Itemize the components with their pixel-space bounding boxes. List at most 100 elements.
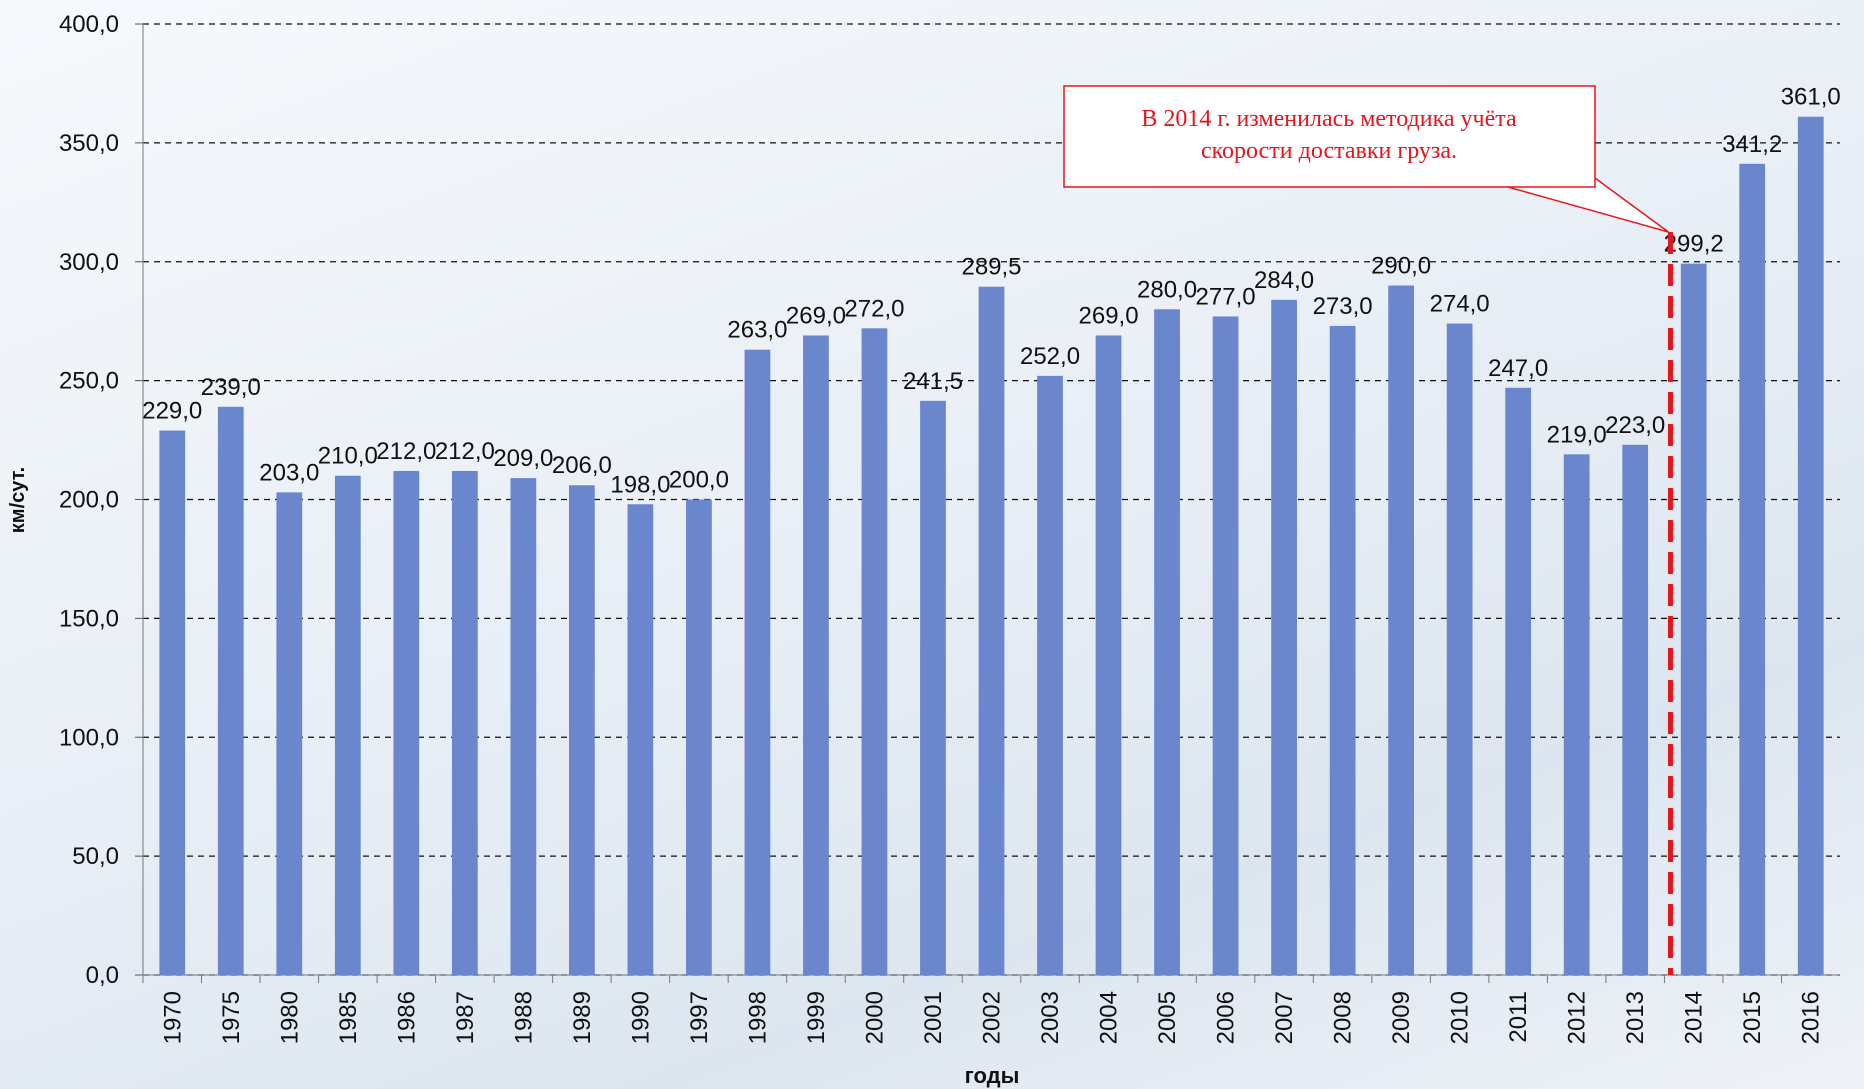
x-tick-label: 1989	[569, 991, 596, 1044]
value-label: 284,0	[1254, 267, 1314, 294]
value-label: 241,5	[903, 368, 963, 395]
x-tick-label: 1975	[218, 991, 245, 1044]
x-tick-label: 2006	[1213, 991, 1240, 1044]
x-tick-label: 2005	[1154, 991, 1181, 1044]
bar	[920, 401, 946, 975]
x-tick-label: 2013	[1622, 991, 1649, 1044]
annotation-text: В 2014 г. изменилась методика учёта	[1141, 106, 1517, 132]
bar	[1096, 335, 1122, 975]
bar	[1681, 264, 1707, 975]
bar	[1388, 286, 1414, 975]
bar	[1564, 454, 1590, 975]
value-label: 219,0	[1547, 421, 1607, 448]
x-tick-label: 2012	[1564, 991, 1591, 1044]
value-label: 263,0	[727, 317, 787, 344]
value-label: 272,0	[844, 295, 904, 322]
y-tick-label: 250,0	[59, 368, 119, 395]
bar	[510, 478, 536, 975]
bar	[628, 504, 654, 975]
bar	[1271, 300, 1297, 975]
x-tick-label: 1999	[803, 991, 830, 1044]
x-tick-label: 2000	[861, 991, 888, 1044]
value-label: 277,0	[1196, 283, 1256, 310]
x-tick-label: 1987	[452, 991, 479, 1044]
value-label: 289,5	[961, 254, 1021, 281]
annotation-text: скорости доставки груза.	[1201, 138, 1457, 164]
value-label: 269,0	[786, 302, 846, 329]
x-tick-label: 1997	[686, 991, 713, 1044]
bar	[803, 335, 829, 975]
bar	[1213, 316, 1239, 975]
x-axis-label: годы	[965, 1063, 1020, 1088]
value-label: 361,0	[1781, 84, 1841, 111]
value-label: 210,0	[318, 443, 378, 470]
y-tick-label: 400,0	[59, 11, 119, 38]
value-label: 198,0	[610, 471, 670, 498]
x-tick-label: 2014	[1681, 991, 1708, 1044]
bar	[276, 492, 302, 975]
value-label: 206,0	[552, 452, 612, 479]
x-tick-label: 2002	[979, 991, 1006, 1044]
bar	[1622, 445, 1648, 975]
value-label: 200,0	[669, 467, 729, 494]
y-tick-label: 200,0	[59, 487, 119, 514]
bar	[1330, 326, 1356, 975]
bar	[1798, 117, 1824, 975]
x-tick-label: 2004	[1096, 991, 1123, 1044]
y-tick-label: 350,0	[59, 130, 119, 157]
value-label: 269,0	[1079, 302, 1139, 329]
x-tick-label: 1988	[510, 991, 537, 1044]
x-tick-label: 2008	[1330, 991, 1357, 1044]
bar	[569, 485, 595, 975]
bar	[979, 287, 1005, 975]
value-label: 341,2	[1722, 131, 1782, 158]
x-tick-label: 2001	[920, 991, 947, 1044]
value-label: 274,0	[1430, 291, 1490, 318]
bar	[1037, 376, 1063, 975]
x-tick-label: 1986	[393, 991, 420, 1044]
bar	[159, 431, 185, 975]
value-label: 203,0	[259, 459, 319, 486]
y-tick-label: 150,0	[59, 605, 119, 632]
y-tick-label: 0,0	[86, 962, 119, 989]
bar	[1447, 324, 1473, 975]
bar	[1154, 309, 1180, 975]
x-tick-label: 2011	[1505, 991, 1532, 1043]
bar	[218, 407, 244, 975]
y-tick-label: 300,0	[59, 249, 119, 276]
value-label: 252,0	[1020, 343, 1080, 370]
value-label: 223,0	[1605, 412, 1665, 439]
x-tick-label: 1970	[159, 991, 186, 1044]
bar	[335, 476, 361, 975]
value-label: 239,0	[201, 374, 261, 401]
x-tick-label: 1985	[335, 991, 362, 1044]
value-label: 212,0	[435, 438, 495, 465]
x-tick-label: 2007	[1271, 991, 1298, 1044]
value-label: 212,0	[376, 438, 436, 465]
value-label: 247,0	[1488, 355, 1548, 382]
bar	[686, 500, 712, 976]
value-label: 273,0	[1313, 293, 1373, 320]
value-label: 290,0	[1371, 253, 1431, 280]
x-tick-label: 1980	[276, 991, 303, 1044]
bar	[452, 471, 478, 975]
x-tick-label: 2003	[1037, 991, 1064, 1044]
y-axis-label: км/сут.	[7, 467, 29, 533]
chart: км/сут. годы 0,0 50,0 100,0 150,0 200,0 250,0…	[0, 0, 1864, 1089]
x-tick-label: 2016	[1798, 991, 1825, 1044]
x-tick-label: 1998	[744, 991, 771, 1044]
value-label: 280,0	[1137, 276, 1197, 303]
x-tick-label: 2009	[1388, 991, 1415, 1044]
x-tick-label: 2015	[1739, 991, 1766, 1044]
bar	[862, 328, 888, 975]
bar	[1739, 164, 1765, 975]
y-tick-label: 50,0	[72, 843, 119, 870]
y-tick-label: 100,0	[59, 724, 119, 751]
value-label: 229,0	[142, 398, 202, 425]
x-tick-label: 1990	[627, 991, 654, 1044]
bar	[393, 471, 419, 975]
bar	[1505, 388, 1531, 975]
value-label: 209,0	[493, 445, 553, 472]
bar	[745, 350, 771, 975]
callout-box	[1064, 86, 1595, 187]
